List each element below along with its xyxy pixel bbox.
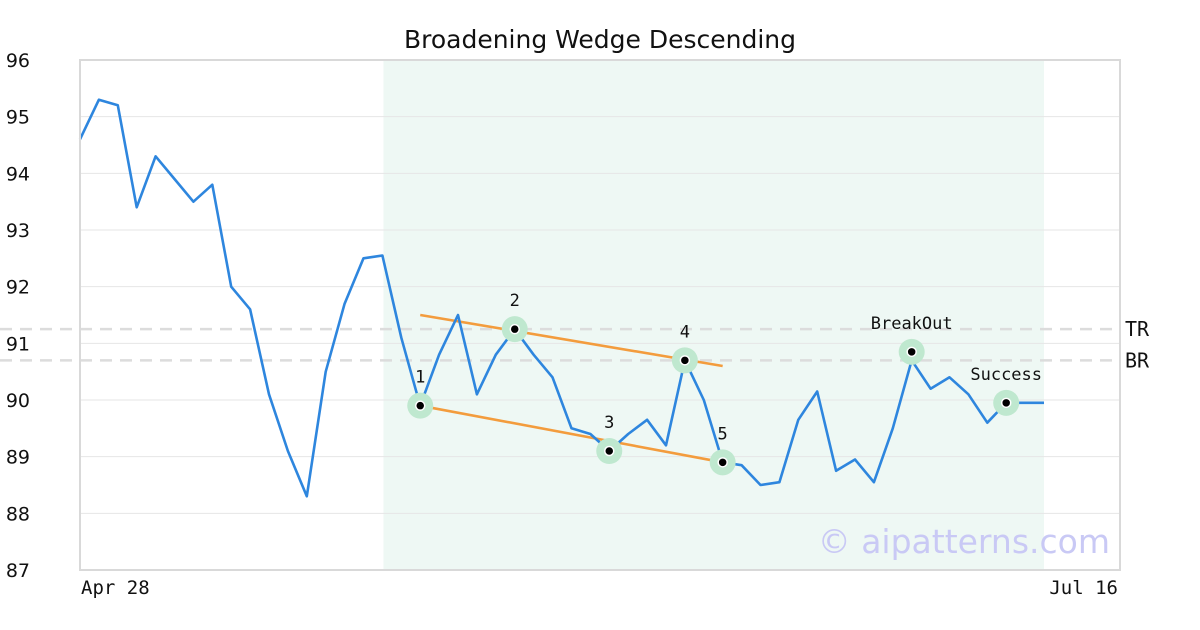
- reference-label-br: BR: [1125, 348, 1150, 372]
- y-tick-label: 95: [6, 107, 30, 129]
- point-label: Success: [970, 365, 1042, 385]
- y-tick-label: 96: [6, 50, 30, 72]
- point-marker: [1000, 397, 1012, 409]
- y-tick-label: 89: [6, 447, 30, 469]
- y-tick-label: 92: [6, 277, 30, 299]
- point-marker: [414, 400, 426, 411]
- x-tick-start: Apr 28: [81, 577, 150, 599]
- y-tick-label: 94: [6, 163, 30, 185]
- point-label: 1: [415, 368, 425, 388]
- point-label: 5: [718, 424, 728, 444]
- pattern-zone: [383, 60, 1044, 570]
- x-tick-end: Jul 16: [1049, 577, 1118, 599]
- point-label: 4: [680, 322, 690, 342]
- reference-label-tr: TR: [1125, 317, 1150, 341]
- watermark: © aipatterns.com: [818, 522, 1110, 561]
- y-tick-label: 87: [6, 560, 30, 582]
- trendline: [419, 404, 723, 464]
- plot-frame: [79, 59, 1121, 571]
- point-marker: [604, 445, 615, 457]
- y-axis-ticks: 87 88 89 90 91 92 93 94 95 96: [6, 50, 30, 582]
- point-marker: [679, 355, 691, 366]
- point-marker: [509, 323, 520, 335]
- point-label: BreakOut: [871, 314, 953, 334]
- point-marker: [717, 457, 728, 468]
- y-tick-label: 88: [6, 503, 30, 525]
- horizontal-lines: TR BR: [0, 317, 1150, 372]
- pattern-points: 1 2 3 4 5 BreakOut Success: [407, 291, 1042, 476]
- point-marker: [906, 346, 917, 358]
- y-tick-label: 91: [6, 333, 30, 355]
- price-line: [78, 98, 1044, 498]
- point-label: 2: [510, 291, 520, 311]
- point-label: 3: [604, 413, 614, 433]
- y-tick-label: 93: [6, 220, 30, 242]
- y-tick-label: 90: [6, 390, 30, 412]
- chart-title: Broadening Wedge Descending: [404, 25, 796, 54]
